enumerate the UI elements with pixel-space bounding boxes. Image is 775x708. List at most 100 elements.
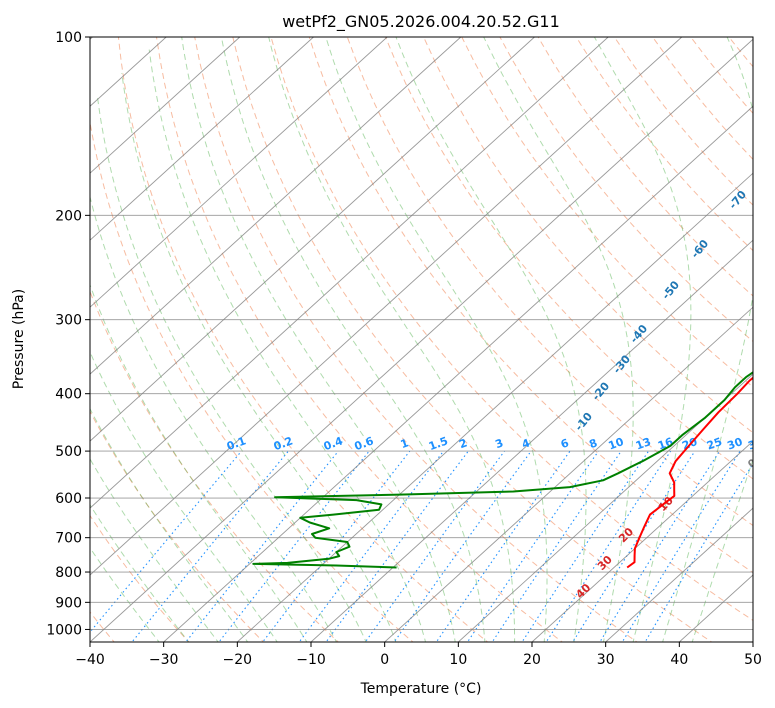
x-tick-label: −30 [149, 652, 179, 668]
dry-adiabat [767, 37, 775, 644]
moist-adiabat [325, 37, 548, 642]
moist-adiabat-label: 40 [573, 581, 593, 601]
isotherm-line [90, 37, 535, 442]
x-axis-title: Temperature (°C) [360, 681, 482, 697]
isotherm-line [310, 239, 753, 642]
isotherm-line [90, 37, 314, 241]
y-tick-label: 400 [55, 387, 82, 403]
x-tick-label: 40 [670, 652, 688, 668]
isotherm-line [90, 37, 241, 174]
dry-adiabat [385, 37, 753, 480]
temperature-profile [626, 376, 753, 569]
moist-adiabat [90, 407, 249, 642]
isotherm-line [605, 507, 753, 642]
isotherm-line [90, 37, 609, 509]
y-tick-label: 800 [55, 565, 82, 581]
x-tick-label: −20 [223, 652, 253, 668]
moist-adiabat [90, 195, 338, 642]
isotherm-line [457, 373, 753, 642]
mixing-ratio-label: 8 [588, 436, 600, 451]
y-tick-label: 100 [55, 30, 82, 46]
dry-adiabat [346, 37, 753, 527]
dry-adiabat-label: -60 [689, 237, 712, 261]
isotherm-line [90, 38, 753, 642]
mixing-ratio-line [435, 450, 571, 642]
dry-adiabat [537, 37, 753, 297]
dry-adiabat [90, 290, 339, 642]
y-tick-label: 500 [55, 444, 82, 460]
moist-adiabat [121, 72, 397, 642]
y-tick-label: 700 [55, 531, 82, 547]
dry-adiabat [575, 37, 753, 252]
x-tick-label: 0 [380, 652, 389, 668]
mixing-ratio-label: 30 [726, 435, 745, 453]
moist-adiabat [90, 503, 190, 642]
dry-adiabat-label: -20 [589, 379, 612, 403]
y-tick-label: 600 [55, 491, 82, 507]
isotherm-line [384, 306, 753, 642]
dry-adiabat [728, 37, 753, 68]
mixing-ratio-line [599, 450, 721, 642]
mixing-ratio-line [466, 450, 599, 642]
mixing-ratio-line [90, 450, 242, 633]
moist-adiabat [662, 37, 753, 642]
grid-lines [90, 37, 753, 642]
dry-adiabat [90, 514, 190, 642]
dry-adiabat [308, 37, 753, 574]
mixing-ratio-line [131, 450, 289, 642]
moist-adiabat [395, 37, 587, 642]
isotherm-line [90, 37, 388, 308]
axis-ticks: −40 −30 −20 −10 0 10 20 30 40 5010020030040050060… [46, 30, 762, 668]
mixing-ratio-label: 0.4 [322, 434, 345, 453]
moist-adiabat-label: 20 [616, 525, 636, 545]
mixing-ratio-label: 13 [634, 435, 653, 452]
mixing-ratio-label: 1 [399, 436, 411, 451]
x-tick-label: 30 [597, 652, 615, 668]
dry-adiabat [90, 410, 265, 642]
plot-frame [89, 36, 754, 643]
mixing-ratio-line [298, 450, 444, 642]
mixing-ratio-line [644, 462, 753, 642]
moist-adiabat [96, 94, 367, 642]
dry-adiabat-label: -70 [726, 188, 749, 212]
x-tick-label: 20 [523, 652, 541, 668]
isotherm-line [236, 172, 753, 642]
dry-adiabat-label: -10 [572, 410, 595, 434]
isotherm-line [678, 574, 753, 642]
x-tick-label: 10 [449, 652, 467, 668]
mixing-ratio-label: 36 [746, 435, 765, 453]
mixing-ratio-line [521, 450, 650, 642]
moist-adiabat [148, 49, 427, 642]
mixing-ratio-label: 0.1 [225, 434, 248, 453]
dry-adiabat [270, 37, 753, 621]
mixing-ratio-line [572, 450, 696, 642]
dry-adiabat-label: -80 [768, 135, 775, 159]
isotherm-line [90, 37, 462, 375]
mixing-ratio-line [325, 450, 469, 642]
y-tick-label: 300 [55, 313, 82, 329]
mixing-ratio-label: 2 [457, 436, 469, 451]
mixing-ratio-label: 1.5 [427, 434, 450, 453]
x-tick-label: −40 [75, 652, 105, 668]
mixing-ratio-label: 10 [607, 435, 626, 453]
line-labels: 0.10.20.40.611.52346810131620253036-100-… [225, 135, 775, 601]
dry-adiabat [461, 37, 753, 388]
x-tick-label: 50 [744, 652, 762, 668]
dry-adiabat-label: -40 [628, 322, 651, 346]
moist-adiabat-label: 0 [745, 456, 760, 471]
dry-adiabat [156, 37, 564, 642]
mixing-ratio-label: 3 [494, 436, 506, 451]
y-axis-title: Pressure (hPa) [11, 289, 27, 389]
y-tick-label: 1000 [46, 622, 82, 638]
mixing-ratio-label: 25 [705, 435, 724, 452]
dry-adiabat-label: -50 [659, 278, 682, 302]
mixing-ratio-label: 0.6 [353, 434, 376, 453]
dry-adiabat [499, 37, 753, 343]
mixing-ratio-line [185, 450, 339, 642]
dry-adiabat [423, 37, 753, 434]
y-tick-label: 200 [55, 208, 82, 224]
isotherm-line [163, 105, 753, 642]
dewpoint-profile [252, 371, 753, 569]
mixing-ratio-label: 4 [520, 436, 532, 451]
